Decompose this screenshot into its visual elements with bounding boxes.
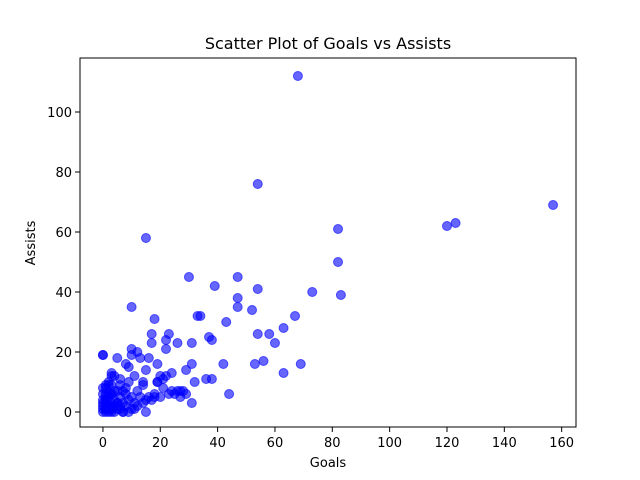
data-point — [206, 335, 217, 345]
data-point — [252, 179, 263, 189]
data-point — [186, 398, 197, 408]
y-tick-label: 20 — [55, 346, 72, 361]
data-point — [163, 329, 174, 339]
data-point — [126, 350, 137, 360]
x-tick-label: 160 — [549, 436, 574, 451]
x-tick-label: 40 — [209, 436, 226, 451]
data-point — [135, 353, 146, 363]
x-tick-label: 100 — [377, 436, 402, 451]
data-point — [186, 338, 197, 348]
data-point — [189, 377, 200, 387]
data-point — [218, 359, 229, 369]
data-point — [126, 302, 137, 312]
y-tick-label: 0 — [64, 406, 72, 421]
data-point — [172, 338, 183, 348]
y-axis-label: Assists — [24, 220, 39, 265]
data-point — [333, 257, 344, 267]
data-point — [258, 356, 269, 366]
data-point — [112, 353, 123, 363]
plot-frame — [79, 57, 577, 428]
data-point — [252, 329, 263, 339]
data-point — [149, 314, 160, 324]
data-point — [146, 329, 157, 339]
points-layer — [97, 71, 559, 417]
data-point — [163, 389, 174, 399]
data-point — [450, 218, 461, 228]
x-tick-label: 20 — [152, 436, 169, 451]
data-point — [140, 407, 151, 417]
data-point — [292, 71, 303, 81]
data-point — [278, 323, 289, 333]
x-tick-label: 120 — [435, 436, 460, 451]
data-point — [224, 389, 235, 399]
data-point — [252, 284, 263, 294]
data-point — [247, 305, 258, 315]
x-tick-label: 80 — [324, 436, 341, 451]
data-point — [232, 272, 243, 282]
y-tick-label: 100 — [47, 106, 72, 121]
y-tick-label: 60 — [55, 226, 72, 241]
data-point — [192, 311, 203, 321]
data-point — [115, 374, 126, 384]
data-point — [152, 377, 163, 387]
data-point — [149, 389, 160, 399]
data-point — [307, 287, 318, 297]
data-point — [232, 302, 243, 312]
x-tick-label: 0 — [99, 436, 107, 451]
x-tick-label: 60 — [267, 436, 284, 451]
data-point — [290, 311, 301, 321]
data-point — [140, 395, 151, 405]
data-point — [100, 389, 111, 399]
data-point — [186, 359, 197, 369]
x-tick-label: 140 — [492, 436, 517, 451]
data-point — [146, 338, 157, 348]
data-point — [278, 368, 289, 378]
data-point — [129, 371, 140, 381]
y-tick-label: 40 — [55, 286, 72, 301]
data-point — [126, 392, 137, 402]
data-point — [183, 272, 194, 282]
data-point — [441, 221, 452, 231]
data-point — [232, 293, 243, 303]
data-point — [152, 359, 163, 369]
y-tick-label: 80 — [55, 166, 72, 181]
data-point — [249, 359, 260, 369]
data-point — [206, 374, 217, 384]
data-point — [143, 353, 154, 363]
data-point — [181, 389, 192, 399]
data-point — [209, 281, 220, 291]
data-point — [264, 329, 275, 339]
x-axis-label: Goals — [310, 456, 347, 471]
data-point — [548, 200, 559, 210]
data-point — [158, 383, 169, 393]
data-point — [106, 380, 117, 390]
data-point — [140, 233, 151, 243]
data-point — [138, 377, 149, 387]
data-point — [129, 404, 140, 414]
ticks-layer: 0 20 40 60 80 100 120 140 160 0 20 40 60 80 100 — [47, 106, 574, 451]
data-point — [120, 359, 131, 369]
data-point — [269, 338, 280, 348]
data-point — [166, 368, 177, 378]
data-point — [295, 359, 306, 369]
chart-title: Scatter Plot of Goals vs Assists — [205, 34, 451, 53]
data-point — [140, 365, 151, 375]
data-point — [335, 290, 346, 300]
data-point — [181, 365, 192, 375]
data-point — [221, 317, 232, 327]
data-point — [97, 350, 108, 360]
data-point — [161, 344, 172, 354]
data-point — [112, 398, 123, 408]
data-point — [333, 224, 344, 234]
